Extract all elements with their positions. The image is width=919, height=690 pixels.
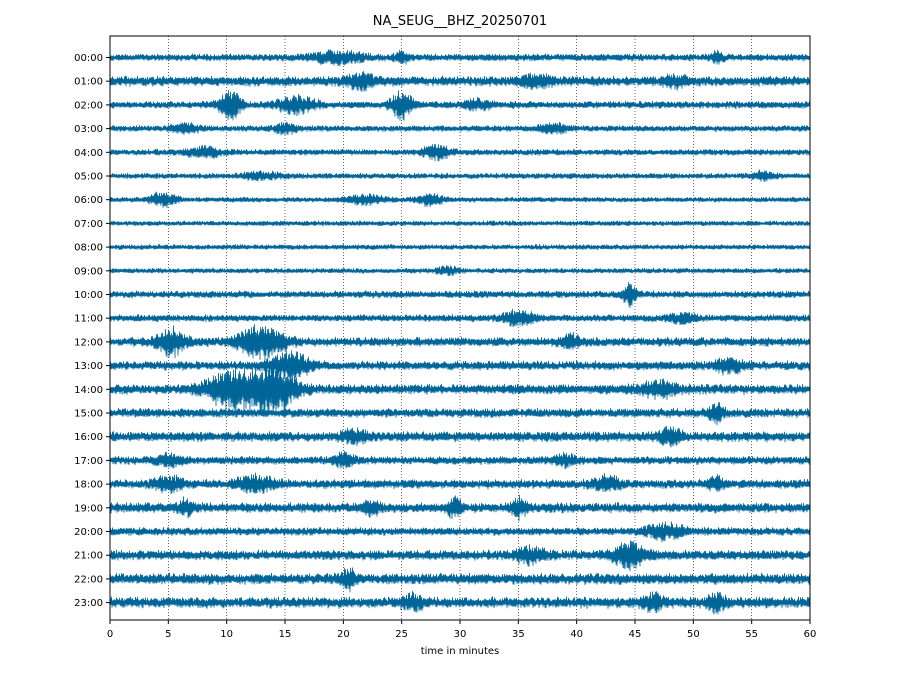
trace-row-1500 xyxy=(109,401,811,426)
y-tick-label: 15:00 xyxy=(74,409,103,420)
trace-row-1800 xyxy=(109,472,811,495)
trace-row-2000 xyxy=(109,521,811,543)
y-tick-label: 22:00 xyxy=(74,574,103,585)
y-tick-label: 19:00 xyxy=(74,503,103,514)
y-tick-label: 01:00 xyxy=(74,77,103,88)
y-tick-label: 08:00 xyxy=(74,243,103,254)
trace-row-1000 xyxy=(109,282,811,309)
trace-row-0600 xyxy=(109,191,811,209)
trace-row-0800 xyxy=(109,243,811,251)
trace-row-2200 xyxy=(109,567,811,593)
x-tick-label: 25 xyxy=(395,629,408,640)
y-axis-hour-labels: 00:00 01:00 02:00 03:00 04:00 05:00 06:00 07:00… xyxy=(74,53,110,609)
y-tick-label: 11:00 xyxy=(74,314,103,325)
y-tick-label: 09:00 xyxy=(74,266,103,277)
trace-row-1100 xyxy=(109,308,811,328)
trace-row-1300 xyxy=(109,350,811,381)
trace-row-0200 xyxy=(109,89,811,121)
y-tick-label: 00:00 xyxy=(74,53,103,64)
seismogram-traces xyxy=(109,49,811,615)
trace-row-2100 xyxy=(109,540,811,572)
x-tick-label: 35 xyxy=(512,629,525,640)
x-tick-label: 45 xyxy=(629,629,642,640)
x-tick-label: 0 xyxy=(107,629,113,640)
trace-row-1400 xyxy=(109,360,811,416)
x-tick-label: 40 xyxy=(570,629,583,640)
x-tick-label: 60 xyxy=(804,629,817,640)
x-axis-ticks: 0 5 10 15 20 25 30 35 40 45 50 55 60 xyxy=(107,620,817,640)
y-tick-label: 23:00 xyxy=(74,598,103,609)
y-tick-label: 03:00 xyxy=(74,124,103,135)
trace-row-1900 xyxy=(109,494,811,522)
x-tick-label: 50 xyxy=(687,629,700,640)
y-tick-label: 02:00 xyxy=(74,100,103,111)
y-tick-label: 13:00 xyxy=(74,361,103,372)
trace-row-1200 xyxy=(109,324,811,361)
trace-row-2300 xyxy=(109,590,811,615)
trace-row-0700 xyxy=(109,220,811,227)
trace-row-0500 xyxy=(109,169,811,182)
y-tick-label: 20:00 xyxy=(74,527,103,538)
trace-row-0000 xyxy=(109,49,811,67)
y-tick-label: 05:00 xyxy=(74,172,103,183)
x-tick-label: 55 xyxy=(745,629,758,640)
y-tick-label: 10:00 xyxy=(74,290,103,301)
trace-row-0400 xyxy=(109,143,811,162)
x-tick-label: 30 xyxy=(454,629,467,640)
y-tick-label: 16:00 xyxy=(74,432,103,443)
y-tick-label: 14:00 xyxy=(74,385,103,396)
trace-row-0900 xyxy=(109,265,811,277)
trace-row-0100 xyxy=(109,70,811,92)
x-tick-label: 5 xyxy=(165,629,171,640)
y-tick-label: 17:00 xyxy=(74,456,103,467)
x-tick-label: 20 xyxy=(337,629,350,640)
chart-title: NA_SEUG__BHZ_20250701 xyxy=(373,14,547,29)
trace-row-1600 xyxy=(109,425,811,448)
y-tick-label: 18:00 xyxy=(74,480,103,491)
vertical-grid-lines xyxy=(168,36,752,620)
y-tick-label: 06:00 xyxy=(74,195,103,206)
y-tick-label: 04:00 xyxy=(74,148,103,159)
y-tick-label: 21:00 xyxy=(74,551,103,562)
y-tick-label: 07:00 xyxy=(74,219,103,230)
trace-row-0300 xyxy=(109,121,811,136)
y-tick-label: 12:00 xyxy=(74,337,103,348)
x-tick-label: 10 xyxy=(220,629,233,640)
x-axis-label: time in minutes xyxy=(421,646,500,657)
x-tick-label: 15 xyxy=(279,629,292,640)
trace-row-1700 xyxy=(109,450,811,470)
